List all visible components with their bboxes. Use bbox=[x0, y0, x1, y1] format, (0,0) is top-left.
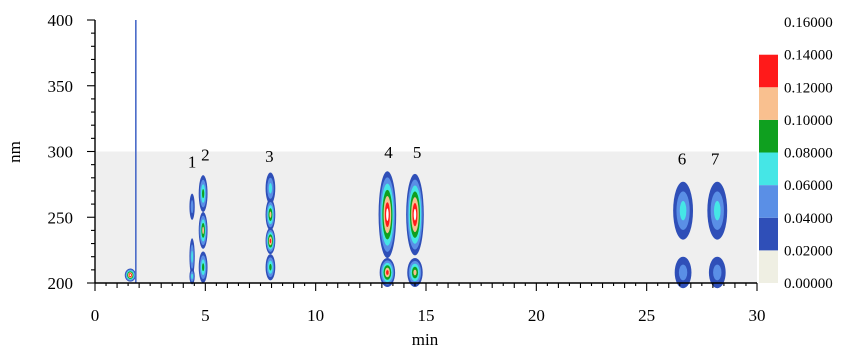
colorbar-tick-label: 0.12000 bbox=[784, 80, 833, 96]
y-tick-label: 200 bbox=[48, 274, 74, 293]
peak-label: 3 bbox=[265, 147, 274, 166]
spot-14-level-4 bbox=[413, 269, 417, 276]
y-tick-label: 350 bbox=[48, 77, 74, 96]
peak-label: 1 bbox=[188, 152, 197, 171]
colorbar-band-5 bbox=[759, 87, 778, 120]
spot-5-level-4 bbox=[202, 226, 205, 235]
y-axis: nm 200 250 300 350 400 bbox=[5, 11, 96, 293]
colorbar-tick-label: 0.04000 bbox=[784, 211, 833, 227]
y-tick-label: 300 bbox=[48, 143, 74, 162]
spot-6-level-3 bbox=[202, 263, 205, 272]
colorbar: 0.00000 0.02000 0.04000 0.06000 0.08000 0.100… bbox=[759, 15, 833, 292]
x-tick-label: 5 bbox=[201, 306, 210, 325]
colorbar-band-4 bbox=[759, 119, 778, 153]
spot-4-level-3 bbox=[202, 188, 205, 199]
colorbar-tick-label: 0.06000 bbox=[784, 178, 833, 194]
x-tick-label: 0 bbox=[91, 306, 100, 325]
spot-7-level-2 bbox=[268, 183, 273, 194]
peak-label: 4 bbox=[384, 143, 393, 162]
colorbar-band-1 bbox=[759, 217, 778, 251]
x-tick-label: 15 bbox=[418, 306, 435, 325]
peak-label: 6 bbox=[678, 150, 687, 169]
x-tick-label: 20 bbox=[528, 306, 545, 325]
colorbar-band-7 bbox=[759, 22, 778, 55]
spot-2-level-2 bbox=[191, 250, 193, 263]
peak-label: 2 bbox=[201, 146, 210, 165]
spot-1-level-1 bbox=[190, 200, 194, 214]
x-tick-label: 30 bbox=[749, 306, 766, 325]
spot-15-level-2 bbox=[679, 201, 687, 221]
y-tick-label: 400 bbox=[48, 11, 74, 30]
colorbar-tick-label: 0.10000 bbox=[784, 113, 833, 129]
spot-12-level-5 bbox=[386, 270, 389, 275]
y-tick-label: 250 bbox=[48, 208, 74, 227]
colorbar-tick-label: 0.02000 bbox=[784, 243, 833, 259]
spot-11-level-6 bbox=[386, 208, 389, 221]
y-axis-title: nm bbox=[5, 141, 24, 163]
peak-label: 5 bbox=[413, 143, 422, 162]
colorbar-band-3 bbox=[759, 152, 778, 186]
colorbar-tick-label: 0.16000 bbox=[784, 15, 833, 31]
colorbar-tick-label: 0.08000 bbox=[784, 146, 833, 162]
spot-13-level-6 bbox=[413, 208, 417, 221]
spot-9-level-5 bbox=[269, 238, 272, 244]
peak-label: 7 bbox=[711, 150, 720, 169]
colorbar-band-2 bbox=[759, 185, 778, 218]
x-tick-label: 10 bbox=[307, 306, 324, 325]
colorbar-band-6 bbox=[759, 54, 778, 88]
colorbar-tick-label: 0.14000 bbox=[784, 48, 833, 64]
x-axis: min 0 5 10 15 20 25 30 bbox=[91, 282, 766, 346]
plot-area bbox=[95, 20, 757, 289]
x-tick-label: 25 bbox=[638, 306, 655, 325]
x-axis-title: min bbox=[412, 330, 439, 346]
spot-8-level-4 bbox=[269, 211, 272, 218]
spot-0-level-6 bbox=[129, 274, 132, 277]
spot-18-level-1 bbox=[713, 264, 722, 281]
colorbar-tick-label: 0.00000 bbox=[784, 276, 833, 292]
spot-3-level-2 bbox=[191, 273, 193, 280]
spot-10-level-3 bbox=[269, 263, 272, 271]
colorbar-band-0 bbox=[759, 250, 778, 283]
spot-17-level-2 bbox=[713, 201, 721, 221]
spot-16-level-1 bbox=[678, 264, 688, 281]
